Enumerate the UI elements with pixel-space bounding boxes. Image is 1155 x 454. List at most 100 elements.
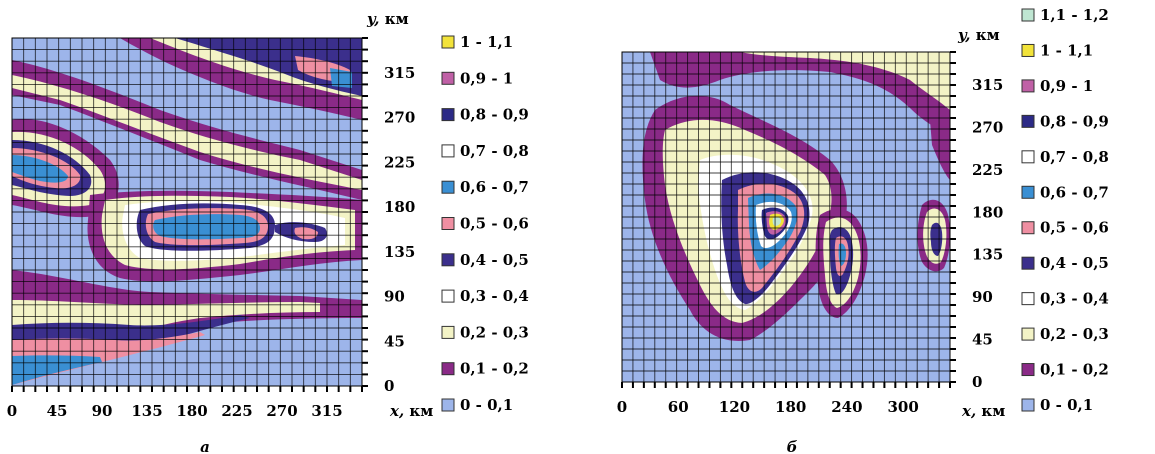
panel-a-x-tick-label: 270 [266,402,297,420]
panel-b-y-tick-label: 270 [972,118,1003,136]
panel-b-legend-swatch [1021,327,1035,341]
panel-a-x-tick-label: 135 [131,402,162,420]
panel-b-legend-swatch [1021,114,1035,128]
panel-a-legend-label: 0,7 - 0,8 [460,142,529,160]
panel-b-plot-area [622,52,950,382]
panel-b-legend-label: 0,9 - 1 [1040,77,1093,95]
panel-a-y-tick-label: 0 [384,377,394,395]
panel-b-x-tick-label: 0 [617,398,627,416]
panel-a-legend-swatch [441,289,455,303]
panel-b-legend-label: 0,1 - 0,2 [1040,361,1109,379]
panel-b-legend-label: 0,4 - 0,5 [1040,254,1109,272]
panel-a-legend-label: 0,6 - 0,7 [460,178,529,196]
panel-a-y-var: y, [366,10,380,28]
panel-b-legend-item: 0,5 - 0,6 [1021,219,1109,237]
panel-a-legend-label: 0,8 - 0,9 [460,106,529,124]
panel-b-legend-label: 1 - 1,1 [1040,41,1093,59]
panel-a-legend-label: 1 - 1,1 [460,33,513,51]
panel-a-legend-swatch [441,362,455,376]
panel-a: 0 45 90 135 180 225 270 315 0 45 90 135 180 225 270 315… [7,10,529,454]
panel-a-x-axis-label: x, км [389,402,433,420]
panel-a-legend-label: 0,1 - 0,2 [460,360,529,378]
panel-a-y-axis-label: y, км [366,10,409,28]
panel-b-region-0.1-0.2-top-right-spur [930,115,950,180]
panel-b-caption: б [787,438,798,454]
panel-a-caption: а [200,438,210,454]
panel-b-y-tick-label: 180 [972,203,1003,221]
panel-b-legend-item: 1,1 - 1,2 [1021,6,1109,24]
panel-b-region-0.1-0.2-top [650,52,950,135]
panel-a-region-0.5-0.6-right [294,227,318,240]
panel-b-x-unit: км [981,402,1005,420]
panel-a-legend-item: 0,2 - 0,3 [441,323,529,341]
panel-a-legend-swatch [441,144,455,158]
panel-b-legend-item: 0,8 - 0,9 [1021,112,1109,130]
panel-a-legend-label: 0,4 - 0,5 [460,251,529,269]
panel-b-x-tick-label: 240 [831,398,862,416]
panel-b-y-unit: км [976,26,1000,44]
panel-b-legend-swatch [1021,398,1035,412]
panel-b-y-tick-label: 315 [972,76,1003,94]
panel-b-legend-item: 0,2 - 0,3 [1021,325,1109,343]
panel-a-x-tick-label: 45 [47,402,68,420]
panel-b-legend-label: 1,1 - 1,2 [1040,6,1109,24]
panel-b-legend-label: 0,6 - 0,7 [1040,183,1109,201]
panel-b-x-tick-label: 300 [887,398,918,416]
panel-b-y-tick-label: 0 [972,373,982,391]
panel-b-legend: 1,1 - 1,2 1 - 1,1 0,9 - 1 0,8 - 0,9 0,7 - 0,… [1021,6,1109,414]
panel-b-y-axis-label: y, км [957,26,1000,44]
panel-a-x-tick-label: 0 [7,402,17,420]
panel-a-ticks: 0 45 90 135 180 225 270 315 0 45 90 135 180 225 270 315 [7,37,415,420]
panel-b-y-tick-label: 45 [972,331,993,349]
panel-a-y-tick-label: 180 [384,198,415,216]
panel-a-y-tick-label: 45 [384,332,405,350]
panel-b-legend-swatch [1021,79,1035,93]
panel-a-legend-item: 0,9 - 1 [441,69,513,87]
panel-a-legend-label: 0,9 - 1 [460,69,513,87]
panel-b-legend-item: 0,7 - 0,8 [1021,148,1109,166]
panel-a-legend: 1 - 1,1 0,9 - 1 0,8 - 0,9 0,7 - 0,8 0,6 - 0,… [441,33,529,414]
panel-b-legend-item: 0,4 - 0,5 [1021,254,1109,272]
panel-b-y-var: y, [957,26,971,44]
panel-b-legend-item: 1 - 1,1 [1021,41,1093,59]
panel-a-legend-item: 0,7 - 0,8 [441,142,529,160]
panel-b-legend-item: 0,3 - 0,4 [1021,290,1109,308]
panel-b-legend-item: 0,6 - 0,7 [1021,183,1109,201]
panel-a-x-tick-label: 180 [176,402,207,420]
panel-b-legend-label: 0 - 0,1 [1040,396,1093,414]
panel-a-y-tick-label: 225 [384,153,415,171]
panel-b-legend-label: 0,8 - 0,9 [1040,112,1109,130]
panel-b-legend-swatch [1021,43,1035,57]
panel-b-legend-swatch [1021,256,1035,270]
panel-b-x-tick-label: 120 [719,398,750,416]
panel-a-legend-swatch [441,35,455,49]
panel-a-legend-item: 0,3 - 0,4 [441,287,529,305]
panel-b-legend-label: 0,5 - 0,6 [1040,219,1109,237]
panel-b-ticks: 0 60 120 180 240 300 0 45 90 135 180 225 270 315 [617,51,1003,416]
panel-b-legend-swatch [1021,150,1035,164]
panel-a-y-unit: км [385,10,409,28]
panel-a-legend-swatch [441,253,455,267]
panel-a-region-0.6-0.7-left [12,155,68,183]
panel-a-y-tick-label: 315 [384,64,415,82]
panel-a-legend-label: 0 - 0,1 [460,396,513,414]
panel-b-legend-swatch [1021,363,1035,377]
panel-a-legend-label: 0,2 - 0,3 [460,323,529,341]
panel-a-legend-label: 0,5 - 0,6 [460,215,529,233]
panel-a-legend-item: 0,8 - 0,9 [441,106,529,124]
panel-b-legend-label: 0,7 - 0,8 [1040,148,1109,166]
panel-b-y-tick-label: 225 [972,161,1003,179]
panel-a-legend-swatch [441,325,455,339]
panel-a-legend-item: 0 - 0,1 [441,396,513,414]
panel-b-y-tick-label: 90 [972,288,993,306]
panel-b-legend-swatch [1021,221,1035,235]
panel-a-plot-area [12,38,362,386]
panel-a-legend-swatch [441,180,455,194]
panel-b-region-0.2-0.3-top [740,52,950,110]
panel-b-legend-swatch [1021,185,1035,199]
panel-b-y-tick-label: 135 [972,246,1003,264]
panel-b-legend-item: 0 - 0,1 [1021,396,1093,414]
panel-a-legend-item: 0,6 - 0,7 [441,178,529,196]
panel-a-x-tick-label: 90 [92,402,113,420]
